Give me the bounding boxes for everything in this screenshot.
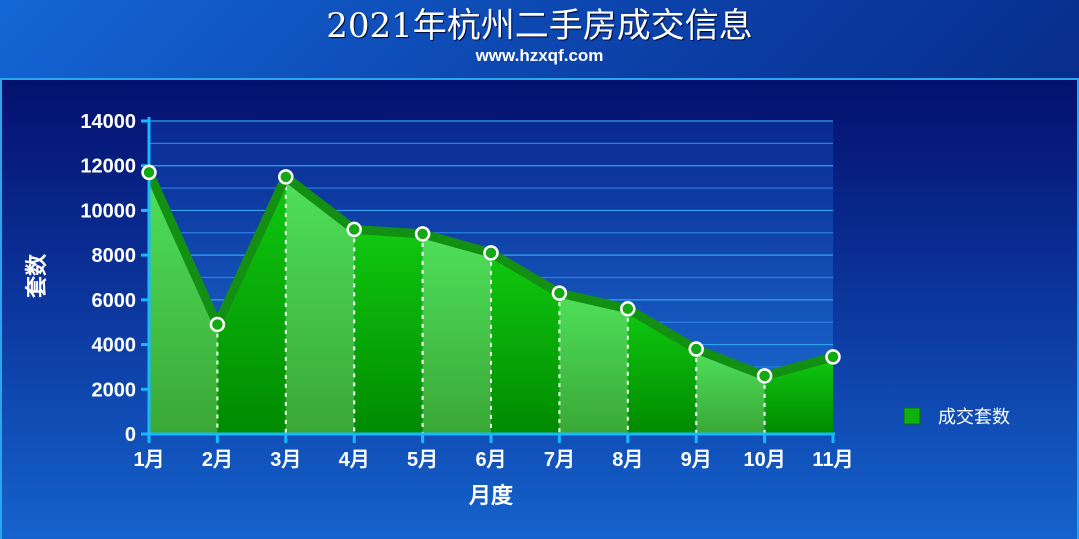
chart-title: 2021年杭州二手房成交信息 [326, 6, 753, 46]
chart-subtitle: www.hzxqf.com [475, 46, 604, 65]
area-band [354, 229, 423, 434]
point-layer [141, 164, 841, 384]
y-tick-label: 14000 [80, 111, 136, 133]
x-tick-label: 4月 [339, 449, 370, 471]
y-tick-label: 8000 [92, 245, 137, 267]
x-tick-label: 5月 [407, 449, 438, 471]
area-band [285, 176, 355, 434]
data-point [278, 169, 294, 185]
x-tick-label: 11月 [812, 449, 853, 471]
data-point [620, 301, 636, 317]
data-point [825, 349, 841, 365]
data-point [346, 221, 362, 238]
area-band [217, 176, 286, 434]
data-point [551, 285, 568, 301]
x-tick-label: 3月 [270, 449, 301, 471]
data-point [141, 164, 157, 181]
legend-label: 成交套数 [938, 407, 1010, 428]
x-tick-label: 10月 [743, 449, 785, 471]
data-point [756, 368, 773, 384]
legend-swatch [903, 407, 921, 425]
legend: 成交套数 [903, 407, 1010, 428]
axis-layer: 0 2000 4000 6000 8000 10000 12000 14000 1月 2月 3月 4月… [80, 111, 853, 471]
y-tick-label: 0 [125, 424, 136, 446]
area-layer [144, 167, 838, 434]
y-tick-label: 12000 [80, 156, 136, 178]
area-band [422, 233, 491, 434]
data-point [209, 316, 226, 333]
area-band [559, 293, 628, 434]
x-tick-label: 6月 [475, 449, 506, 471]
area-band [149, 172, 218, 434]
y-tick-label: 4000 [92, 335, 137, 357]
area-band [764, 356, 833, 434]
data-point [414, 226, 431, 242]
x-tick-label: 9月 [681, 449, 712, 471]
y-axis-label: 套数 [24, 253, 49, 298]
y-tick-label: 2000 [92, 379, 137, 401]
area-band [491, 252, 560, 434]
data-point [688, 341, 704, 357]
x-tick-label: 2月 [202, 449, 233, 471]
x-tick-label: 1月 [133, 449, 164, 471]
data-point [483, 245, 499, 261]
x-tick-label: 7月 [544, 449, 575, 471]
x-axis-label: 月度 [468, 483, 514, 508]
y-tick-label: 10000 [80, 200, 136, 222]
y-tick-label: 6000 [92, 290, 137, 312]
x-tick-label: 8月 [612, 449, 643, 471]
